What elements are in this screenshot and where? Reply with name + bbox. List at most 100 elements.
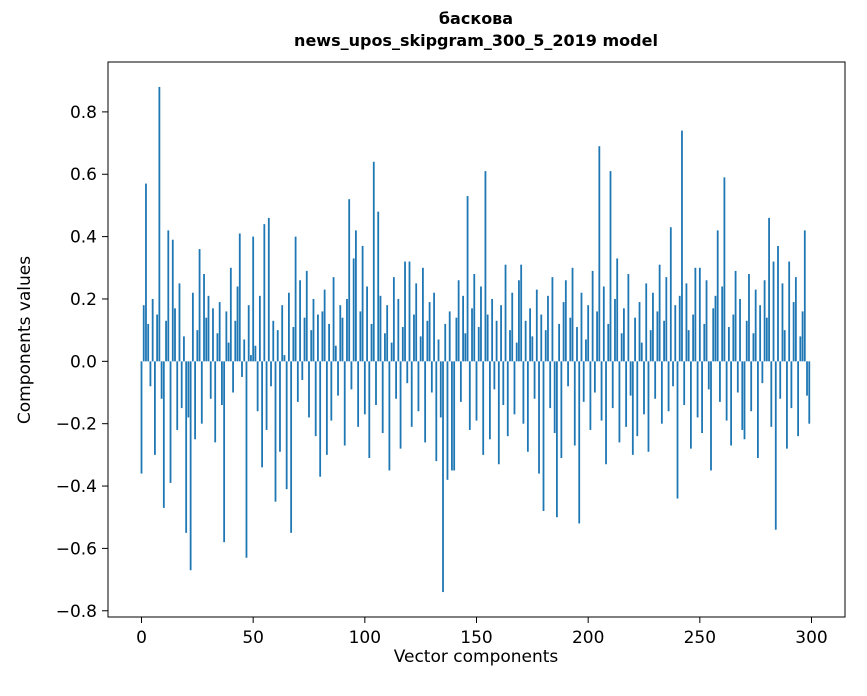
bar	[312, 298, 315, 362]
plot-spines	[107, 61, 846, 618]
bar	[529, 308, 531, 362]
bar	[703, 323, 706, 362]
bar	[544, 330, 547, 362]
bar	[435, 361, 438, 462]
bar	[518, 280, 520, 362]
bar	[426, 320, 429, 362]
bar	[781, 283, 784, 362]
bar	[325, 361, 328, 455]
bar	[229, 267, 232, 362]
bar	[593, 361, 596, 393]
bar	[386, 305, 389, 362]
chart-title-line2: news_upos_skipgram_300_5_2019 model	[294, 31, 658, 50]
bar	[723, 177, 726, 362]
bar	[319, 361, 322, 477]
bar	[165, 320, 167, 362]
y-tick-label: −0.4	[56, 477, 97, 497]
bar	[296, 361, 299, 402]
bar	[232, 361, 234, 393]
bar	[200, 361, 203, 424]
bar	[576, 327, 578, 362]
bar	[511, 292, 514, 362]
bar	[808, 361, 811, 424]
bar	[660, 361, 663, 424]
bar	[419, 336, 422, 362]
bar	[370, 323, 373, 362]
bar	[779, 361, 782, 399]
bar	[368, 361, 371, 458]
bar	[384, 333, 386, 362]
bar	[582, 361, 585, 402]
bar	[171, 239, 174, 362]
bar	[252, 236, 255, 362]
bar	[310, 330, 313, 362]
bar	[337, 361, 339, 396]
bar	[573, 361, 576, 446]
bar	[323, 289, 326, 362]
bar	[774, 361, 777, 530]
bar	[283, 355, 286, 362]
bar	[308, 361, 310, 418]
bar	[428, 302, 431, 362]
bar	[243, 339, 246, 362]
bar	[191, 292, 194, 362]
y-axis-ticks: −0.8 −0.6 −0.4 −0.2 0.0 0.2 0.4 0.6 0.8	[56, 103, 108, 622]
bar	[169, 361, 172, 483]
bar	[468, 361, 471, 430]
bar	[696, 361, 699, 418]
bar	[629, 361, 632, 396]
bar	[149, 361, 152, 387]
bar	[678, 295, 681, 362]
bar	[185, 361, 188, 533]
bar	[739, 298, 741, 362]
bar	[522, 361, 525, 424]
bar	[290, 361, 293, 533]
bar	[551, 277, 554, 362]
bar	[486, 314, 489, 362]
x-tick-label: 250	[684, 628, 716, 648]
bar	[526, 361, 529, 452]
bar	[198, 249, 201, 362]
bar	[640, 342, 643, 362]
bar	[451, 361, 453, 471]
bar	[625, 361, 628, 427]
bar	[140, 361, 143, 474]
bar	[634, 317, 636, 362]
bar	[274, 361, 277, 502]
bar	[598, 146, 601, 362]
bar	[495, 320, 498, 362]
bar	[317, 314, 319, 362]
bar	[665, 277, 668, 362]
x-tick-label: 300	[795, 628, 827, 648]
bar	[439, 361, 442, 418]
bar	[281, 305, 284, 362]
bar	[238, 233, 241, 362]
bar	[669, 227, 672, 362]
bar	[580, 292, 583, 362]
bar	[792, 302, 795, 362]
bar	[151, 298, 154, 362]
bar	[556, 361, 558, 518]
bar	[267, 217, 270, 362]
bar	[209, 361, 212, 399]
y-tick-label: −0.2	[56, 415, 97, 435]
bar	[799, 336, 802, 362]
bar	[194, 361, 196, 440]
bar	[663, 320, 665, 362]
bar	[437, 339, 440, 362]
bar	[227, 342, 230, 362]
bar	[515, 342, 518, 362]
bar	[466, 196, 469, 362]
bar	[303, 317, 306, 362]
bar	[154, 361, 156, 455]
bar	[216, 333, 219, 362]
bar	[712, 308, 715, 362]
bar	[245, 361, 248, 558]
bar	[571, 267, 574, 362]
bar	[174, 308, 176, 362]
y-tick-label: 0.0	[70, 352, 97, 372]
bar	[770, 361, 773, 427]
y-tick-label: 0.8	[70, 103, 97, 123]
bar	[627, 274, 630, 362]
